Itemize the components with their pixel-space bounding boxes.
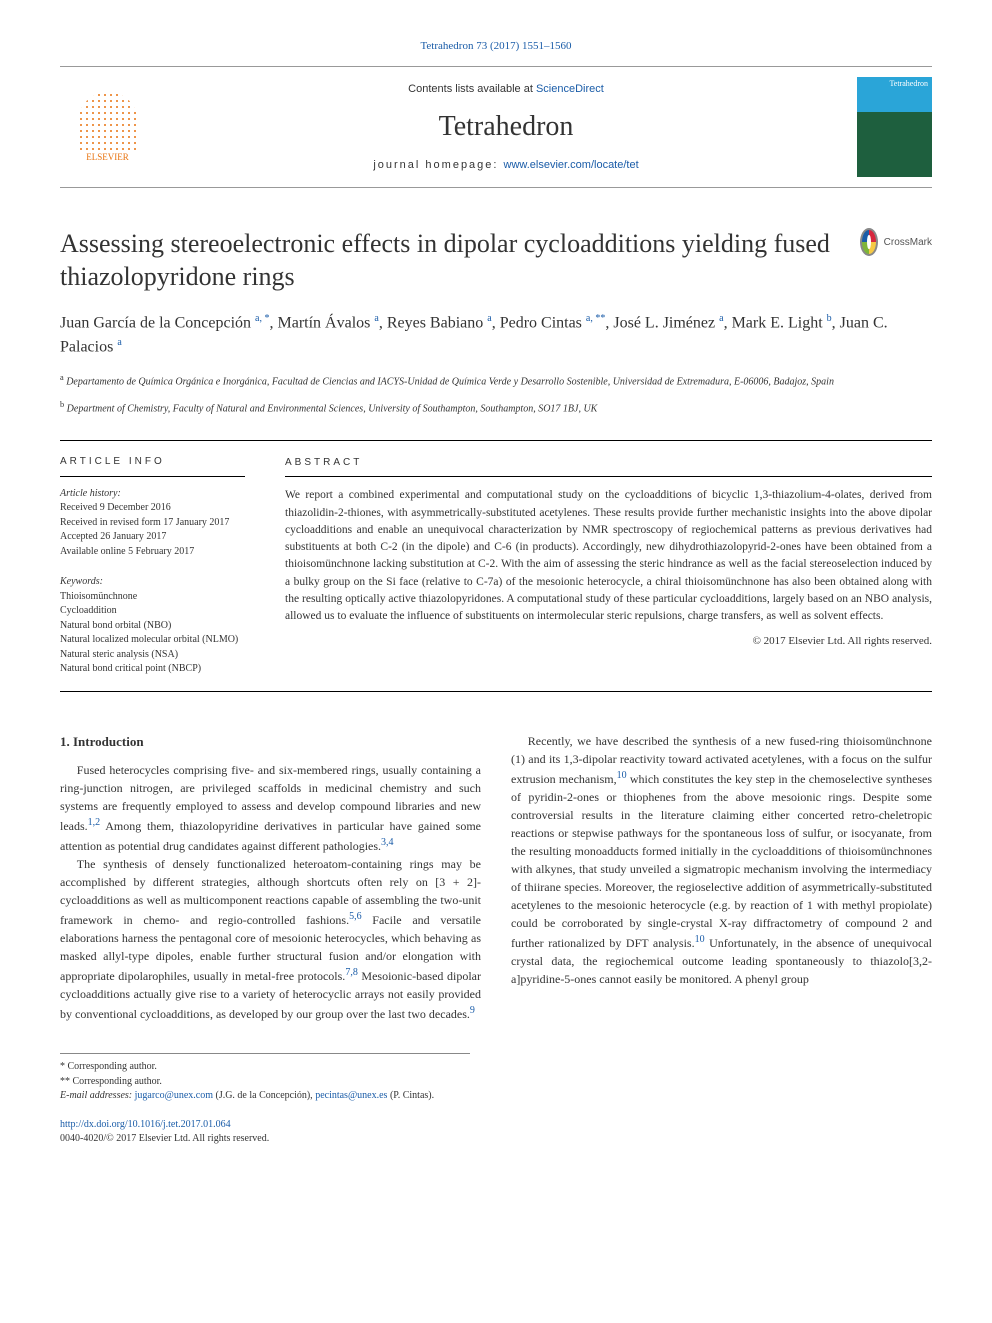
crossmark-icon	[860, 228, 878, 256]
publisher-name: ELSEVIER	[86, 152, 129, 162]
corresponding-2: ** Corresponding author.	[60, 1075, 470, 1090]
ref-10a[interactable]: 10	[617, 770, 627, 781]
journal-name: Tetrahedron	[155, 111, 857, 143]
history-label: Article history:	[60, 488, 121, 499]
corresponding-1: * Corresponding author.	[60, 1060, 470, 1075]
journal-homepage: journal homepage: www.elsevier.com/locat…	[155, 159, 857, 171]
footnotes: * Corresponding author. ** Corresponding…	[60, 1053, 470, 1104]
homepage-link[interactable]: www.elsevier.com/locate/tet	[504, 159, 639, 171]
ref-1-2[interactable]: 1,2	[88, 817, 101, 828]
info-abstract-row: ARTICLE INFO Article history: Received 9…	[60, 440, 932, 692]
ref-10b[interactable]: 10	[695, 934, 705, 945]
intro-heading: 1. Introduction	[60, 732, 481, 752]
keyword-item: Cycloaddition	[60, 604, 245, 619]
homepage-label: journal homepage:	[373, 159, 503, 171]
email-link-1[interactable]: jugarco@unex.com	[135, 1090, 213, 1101]
email-name-1: (J.G. de la Concepción),	[213, 1090, 315, 1101]
contents-line: Contents lists available at ScienceDirec…	[155, 83, 857, 95]
email-link-2[interactable]: pecintas@unex.es	[315, 1090, 387, 1101]
doi-link[interactable]: http://dx.doi.org/10.1016/j.tet.2017.01.…	[60, 1119, 231, 1130]
accepted-date: Accepted 26 January 2017	[60, 531, 166, 542]
crossmark-badge[interactable]: CrossMark	[860, 228, 932, 256]
ref-5-6[interactable]: 5,6	[349, 911, 362, 922]
article-info-heading: ARTICLE INFO	[60, 455, 245, 477]
ref-3-4[interactable]: 3,4	[381, 837, 394, 848]
body-p3b-text: which constitutes the key step in the ch…	[511, 772, 932, 950]
affiliation-a-text: Departamento de Química Orgánica e Inorg…	[66, 376, 834, 387]
email-label: E-mail addresses:	[60, 1090, 135, 1101]
revised-date: Received in revised form 17 January 2017	[60, 517, 229, 528]
online-date: Available online 5 February 2017	[60, 546, 194, 557]
ref-9[interactable]: 9	[470, 1005, 475, 1016]
abstract-column: ABSTRACT We report a combined experiment…	[265, 441, 932, 691]
keyword-item: Thioisomünchnone	[60, 590, 245, 605]
crossmark-label: CrossMark	[884, 237, 932, 248]
keyword-item: Natural steric analysis (NSA)	[60, 648, 245, 663]
header-center: Contents lists available at ScienceDirec…	[155, 83, 857, 171]
keyword-item: Natural bond critical point (NBCP)	[60, 662, 245, 677]
abstract-heading: ABSTRACT	[285, 455, 932, 477]
keywords-list: ThioisomünchnoneCycloadditionNatural bon…	[60, 590, 245, 677]
keyword-item: Natural bond orbital (NBO)	[60, 619, 245, 634]
article-body: 1. Introduction Fused heterocycles compr…	[60, 732, 932, 1024]
contents-prefix: Contents lists available at	[408, 83, 536, 95]
body-p1: Fused heterocycles comprising five- and …	[60, 761, 481, 855]
keyword-item: Natural localized molecular orbital (NLM…	[60, 633, 245, 648]
affiliation-b: b Department of Chemistry, Faculty of Na…	[60, 399, 932, 416]
issn-copyright: 0040-4020/© 2017 Elsevier Ltd. All right…	[60, 1133, 269, 1144]
journal-cover-thumbnail: Tetrahedron	[857, 77, 932, 177]
elsevier-tree-icon	[78, 92, 138, 152]
abstract-text: We report a combined experimental and co…	[285, 487, 932, 625]
keywords-label: Keywords:	[60, 575, 245, 590]
journal-header: ELSEVIER Contents lists available at Sci…	[60, 66, 932, 188]
received-date: Received 9 December 2016	[60, 502, 171, 513]
ref-7-8[interactable]: 7,8	[345, 967, 358, 978]
sciencedirect-link[interactable]: ScienceDirect	[536, 83, 604, 95]
author-list: Juan García de la Concepción a, *, Martí…	[60, 311, 932, 360]
publisher-logo: ELSEVIER	[60, 80, 155, 175]
body-p1b-text: Among them, thiazolopyridine derivatives…	[60, 819, 481, 853]
breadcrumb: Tetrahedron 73 (2017) 1551–1560	[60, 40, 932, 52]
abstract-copyright: © 2017 Elsevier Ltd. All rights reserved…	[285, 633, 932, 650]
body-p2: The synthesis of densely functionalized …	[60, 855, 481, 1023]
email-name-2: (P. Cintas).	[387, 1090, 434, 1101]
article-info-column: ARTICLE INFO Article history: Received 9…	[60, 441, 265, 691]
affiliation-a: a Departamento de Química Orgánica e Ino…	[60, 372, 932, 389]
body-p3: Recently, we have described the synthesi…	[511, 732, 932, 988]
affiliation-b-text: Department of Chemistry, Faculty of Natu…	[67, 403, 598, 414]
email-line: E-mail addresses: jugarco@unex.com (J.G.…	[60, 1089, 470, 1104]
breadcrumb-link[interactable]: Tetrahedron 73 (2017) 1551–1560	[420, 40, 571, 52]
article-title: Assessing stereoelectronic effects in di…	[60, 228, 840, 293]
doi-block: http://dx.doi.org/10.1016/j.tet.2017.01.…	[60, 1118, 932, 1146]
